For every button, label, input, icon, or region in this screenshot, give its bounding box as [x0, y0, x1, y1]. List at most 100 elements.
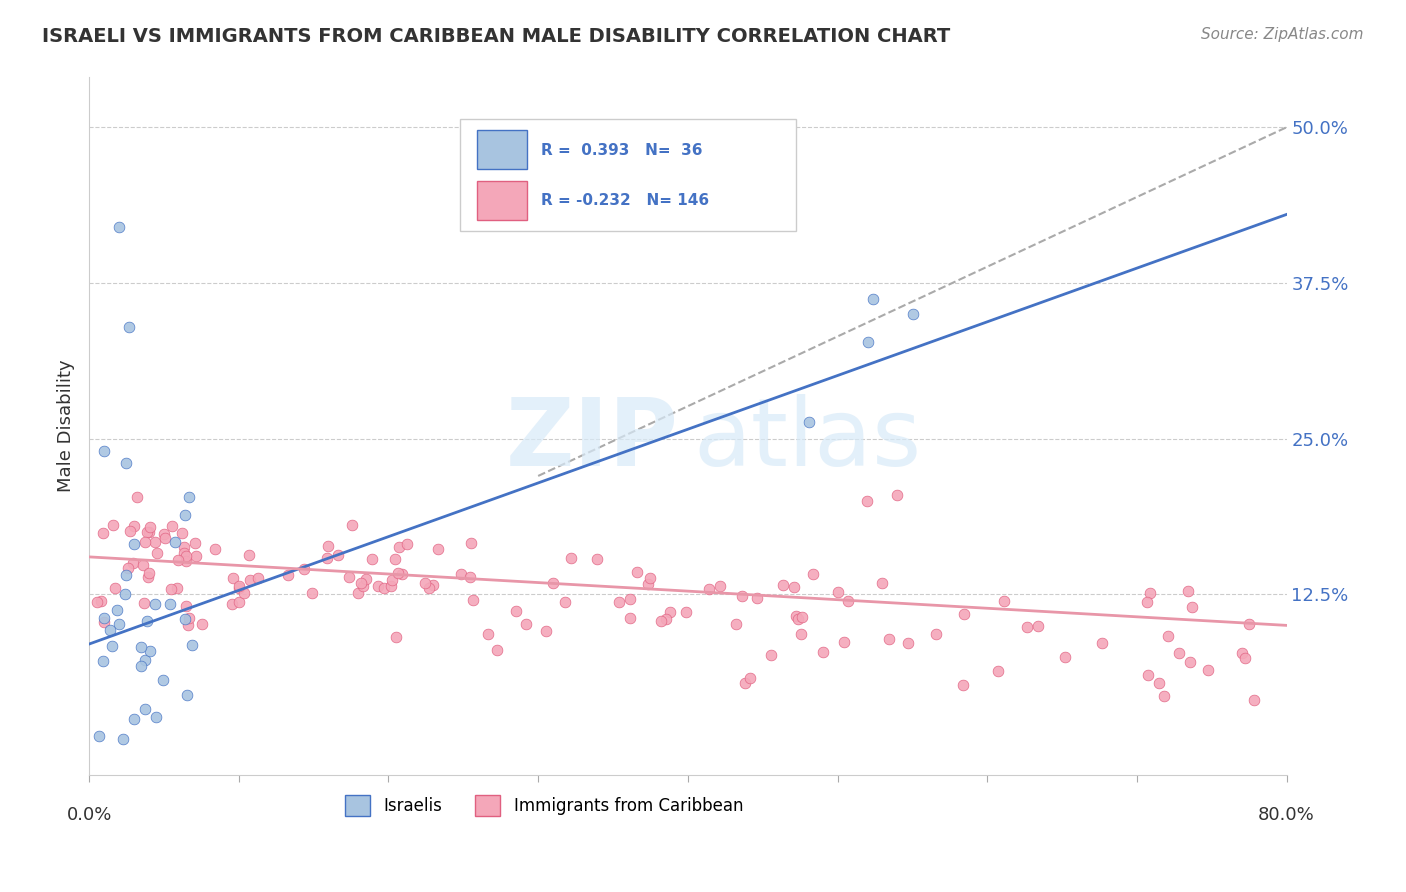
Point	[609, 594, 631, 608]
Point	[139, 644, 162, 658]
Point	[238, 549, 260, 563]
Point	[367, 579, 389, 593]
Point	[159, 582, 181, 596]
Legend: Israelis, Immigrants from Caribbean: Israelis, Immigrants from Caribbean	[339, 789, 749, 822]
Point	[228, 578, 250, 592]
Point	[384, 631, 406, 645]
Point	[1181, 599, 1204, 614]
Point	[100, 639, 122, 653]
Point	[170, 526, 193, 541]
Point	[396, 536, 419, 550]
Point	[1147, 676, 1170, 690]
Point	[373, 581, 395, 595]
Point	[186, 549, 208, 564]
Point	[856, 493, 879, 508]
Point	[136, 570, 159, 584]
Point	[134, 534, 156, 549]
Point	[1136, 667, 1159, 681]
Point	[418, 582, 440, 596]
Point	[626, 565, 648, 579]
Point	[138, 524, 160, 539]
Point	[1053, 649, 1076, 664]
Point	[93, 610, 115, 624]
Point	[118, 319, 141, 334]
Point	[460, 536, 482, 550]
Text: 0.0%: 0.0%	[66, 806, 111, 824]
Point	[352, 579, 374, 593]
Point	[384, 552, 406, 566]
Point	[619, 591, 641, 606]
Point	[731, 589, 754, 603]
Point	[139, 519, 162, 533]
Point	[783, 581, 806, 595]
Point	[1230, 646, 1253, 660]
Point	[1091, 636, 1114, 650]
Point	[872, 576, 894, 591]
Point	[759, 648, 782, 663]
Point	[143, 597, 166, 611]
Point	[1239, 617, 1261, 632]
Point	[159, 597, 181, 611]
Point	[925, 627, 948, 641]
Point	[135, 524, 157, 539]
Point	[134, 653, 156, 667]
Point	[114, 587, 136, 601]
Point	[177, 617, 200, 632]
Point	[797, 416, 820, 430]
Point	[228, 595, 250, 609]
Point	[1157, 629, 1180, 643]
Point	[153, 527, 176, 541]
Point	[122, 557, 145, 571]
Point	[1136, 594, 1159, 608]
Point	[277, 568, 299, 582]
Point	[827, 584, 849, 599]
Point	[173, 541, 195, 555]
Point	[637, 576, 659, 591]
Point	[619, 611, 641, 625]
Point	[153, 531, 176, 545]
Point	[505, 604, 527, 618]
Point	[709, 579, 731, 593]
Point	[738, 671, 761, 685]
Point	[1233, 650, 1256, 665]
Point	[1015, 620, 1038, 634]
Point	[104, 582, 127, 596]
Point	[152, 673, 174, 687]
Point	[184, 536, 207, 550]
Point	[108, 219, 131, 234]
Text: ISRAELI VS IMMIGRANTS FROM CARIBBEAN MALE DISABILITY CORRELATION CHART: ISRAELI VS IMMIGRANTS FROM CARIBBEAN MAL…	[42, 27, 950, 45]
Point	[177, 490, 200, 504]
Point	[138, 566, 160, 580]
Point	[388, 540, 411, 554]
Point	[1178, 655, 1201, 669]
Point	[811, 645, 834, 659]
Point	[176, 688, 198, 702]
Point	[233, 586, 256, 600]
Point	[326, 548, 349, 562]
Point	[316, 540, 339, 554]
Point	[204, 541, 226, 556]
Point	[117, 561, 139, 575]
Point	[356, 572, 378, 586]
Point	[1139, 586, 1161, 600]
Point	[136, 614, 159, 628]
Point	[115, 457, 138, 471]
Point	[346, 586, 368, 600]
Point	[422, 578, 444, 592]
Point	[316, 551, 339, 566]
Point	[125, 490, 148, 504]
Point	[361, 552, 384, 566]
Point	[93, 444, 115, 458]
Point	[534, 624, 557, 639]
Point	[93, 615, 115, 629]
Point	[180, 638, 202, 652]
Point	[221, 571, 243, 585]
Text: 80.0%: 80.0%	[1258, 806, 1315, 824]
Point	[174, 599, 197, 614]
Point	[132, 558, 155, 573]
Point	[146, 546, 169, 560]
Point	[856, 334, 879, 349]
Point	[98, 623, 121, 637]
Point	[129, 659, 152, 673]
Point	[832, 635, 855, 649]
